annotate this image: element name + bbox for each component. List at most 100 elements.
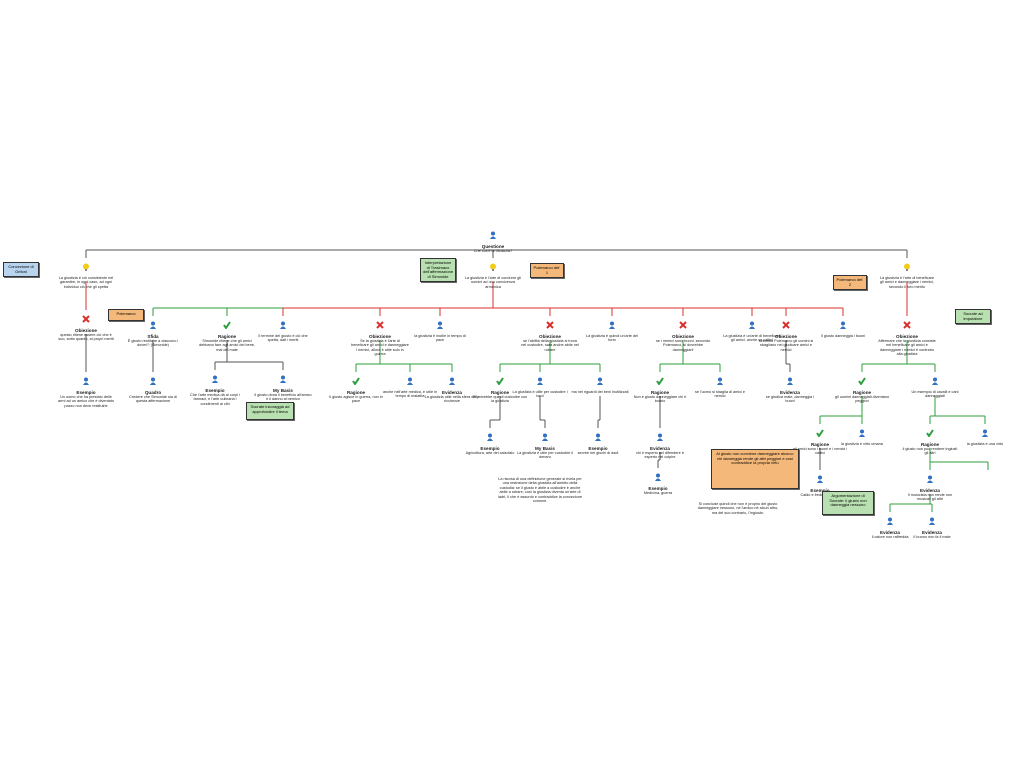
node: Esempio Che l'arte medica dà ai corpi i f…	[186, 370, 244, 406]
node: La giustizia è l'arte di beneficare gli …	[878, 258, 936, 289]
node-label: Evidenza	[880, 530, 900, 535]
node-icon	[679, 321, 687, 329]
node: Evidenza Il buono non fa il male	[903, 512, 961, 539]
node-icon	[858, 377, 866, 386]
node-icon	[609, 321, 615, 329]
node-text: la giustizia è virtù umana	[841, 442, 883, 446]
node: Il giusto danneggia i buoni	[814, 316, 872, 338]
node-text: Che cos'è la Giustizia?	[473, 249, 513, 253]
node-icon	[657, 433, 663, 441]
node: la giustizia è inutile in tempo di pace	[411, 316, 469, 343]
node: La giustizia è quindi un'arte del furto	[583, 316, 641, 343]
node: se l'uomo si sbaglia di amici e nemici	[691, 372, 749, 399]
node-text: Agricoltura, arte del calzolaio	[465, 451, 515, 455]
node: Ragione Il giusto agisce in guerra, non i…	[327, 372, 385, 404]
node-icon	[749, 321, 755, 329]
node: Ragione gli amici sono i buoni e i nemici…	[791, 424, 849, 456]
node-text: secondo Polemarco gli uomini si sbaglian…	[758, 339, 814, 352]
node-icon	[656, 377, 664, 386]
node: Esempio Caldo e freddo, musica	[791, 470, 849, 497]
node: Un esempio di cavalli e cani danneggiati	[906, 372, 964, 399]
note: Al giusto non conviene danneggiare alcun…	[711, 449, 799, 489]
node-icon	[927, 475, 933, 483]
node-icon	[449, 377, 455, 385]
node-icon	[280, 321, 286, 329]
node-label: Evidenza	[442, 390, 462, 395]
node-label: My Basis	[273, 388, 293, 393]
note: Socrate ad imputatore	[955, 309, 991, 325]
node-text: La giustizia è un'arte di beneficare gli…	[723, 334, 781, 343]
node: Sfida È giusto restituire a ciascuno i do…	[124, 316, 182, 348]
node: Obiezione questo ritiene essere ciò che è…	[57, 310, 115, 342]
node-text: La giustizia utile nella sfera delle ric…	[424, 395, 480, 404]
node-text: la giustizia è una virtù	[966, 442, 1004, 446]
node-text: se i nemici sono buoni, secondo Polemarc…	[655, 339, 711, 352]
node-text: il giusto non può rendere ingiusti gli a…	[902, 447, 958, 456]
node-icon	[595, 433, 601, 441]
node-text: Il giusto danneggia i buoni	[820, 334, 866, 338]
note: Socrate incoraggia ad approfondire il te…	[246, 402, 294, 420]
node-text: La giustizia è quindi un'arte del furto	[585, 334, 639, 343]
node-text: Il giusto dona il beneficio all'amico e …	[254, 393, 312, 402]
node-label: Ragione	[217, 334, 237, 339]
node-text: se l'abilità della giustizia si trova ne…	[521, 339, 579, 352]
node: Evidenza se giudica male, danneggia i buo…	[761, 372, 819, 404]
node-label: Obiezione	[539, 334, 561, 339]
node: Obiezione Affermare che la giustizia cons…	[878, 316, 936, 357]
node: Ragione il giusto non può rendere ingiust…	[901, 424, 959, 456]
node-label: Obiezione	[369, 334, 391, 339]
node-icon	[787, 377, 793, 385]
node: anche nell'arte medica, è utile in tempo…	[381, 372, 439, 399]
node: Esempio Medicina, guerra	[629, 468, 687, 495]
node: Esempio servire nei giochi di dadi	[569, 428, 627, 455]
node-label: Ragione	[650, 390, 670, 395]
node-text: La giustizia è l'arte di condurre gli uo…	[464, 276, 522, 289]
node: Questione Che cos'è la Giustizia?	[464, 226, 522, 253]
node-icon	[490, 263, 496, 271]
node-text: Il giusto agisce in guerra, non in pace	[329, 395, 383, 404]
node-text: anche nell'arte medica, è utile in tempo…	[382, 390, 438, 399]
node-text: Caldo e freddo, musica	[800, 493, 840, 497]
note: Polemarco def. 1	[530, 263, 564, 279]
node-icon	[150, 321, 156, 329]
node-text: Il buono non fa il male	[913, 535, 951, 539]
node-text: Medicina, guerra	[643, 491, 673, 495]
node-icon	[887, 517, 893, 525]
node: Evidenza chi è esperto nel difendere è es…	[631, 428, 689, 460]
node-text: gli uomini danneggiati diventano peggior…	[834, 395, 890, 404]
node-icon	[407, 377, 413, 385]
node-label: Esempio	[480, 446, 500, 451]
node-icon	[83, 377, 89, 385]
node-icon	[496, 377, 504, 386]
node-text: la giustizia è inutile in tempo di pace	[414, 334, 466, 343]
node: Obiezione Se la giustizia è l'arte di ben…	[351, 316, 409, 357]
node-icon	[816, 429, 824, 438]
node-icon	[352, 377, 360, 386]
node: La giustizia è l'arte di condurre gli uo…	[464, 258, 522, 289]
node-text: La giustizia è ciò consistente nel garan…	[58, 276, 114, 289]
node-text: Il musicista non rende non musicali gli …	[907, 493, 953, 502]
node: Obiezione se i nemici sono buoni, secondo…	[654, 316, 712, 352]
note: Argomentazione di Socrate: il giusto non…	[822, 491, 874, 515]
node-icon	[717, 377, 723, 385]
node-label: Obiezione	[75, 328, 97, 333]
node-icon	[929, 517, 935, 525]
node-text: Credere che Simonide sia di questa affer…	[129, 395, 177, 404]
node-label: Esempio	[205, 388, 225, 393]
node-label: Ragione	[810, 442, 830, 447]
node: Ragione Si potrebbe quindi custodire con …	[471, 372, 529, 404]
node: Esempio Un uomo che ha prestato delle arm…	[57, 372, 115, 408]
node-text: ma nei riguardi dei beni inutilizzati	[571, 390, 629, 394]
node-icon	[542, 433, 548, 441]
node-label: Evidenza	[922, 530, 942, 535]
node-icon	[546, 321, 554, 329]
node-text: gli amici sono i buoni e i nemici i catt…	[792, 447, 848, 456]
node-label: Evidenza	[920, 488, 940, 493]
node-label: Evidenza	[780, 390, 800, 395]
node: Evidenza La giustizia utile nella sfera d…	[423, 372, 481, 404]
node-text: Non è giusto danneggiare chi è buono	[633, 395, 687, 404]
node: Ragione Simonide ritiene che gli amici de…	[198, 316, 256, 352]
node: Obiezione se l'abilità della giustizia si…	[521, 316, 579, 352]
node: la giustizia è una virtù	[956, 424, 1014, 446]
